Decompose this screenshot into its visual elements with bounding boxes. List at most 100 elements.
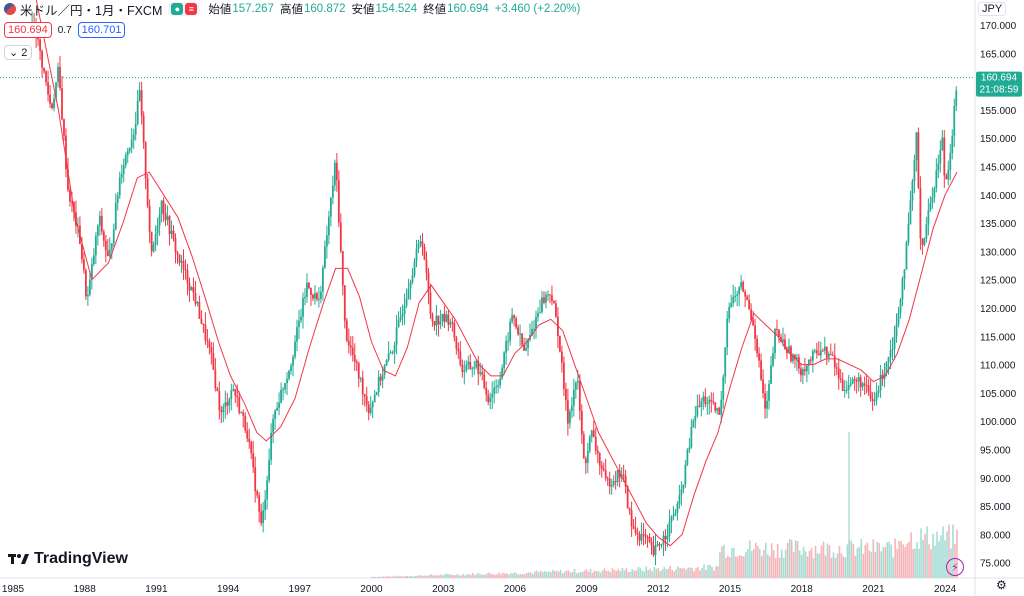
- volume-bar: [926, 526, 928, 578]
- candle-body: [399, 317, 402, 320]
- candle-body: [172, 230, 175, 239]
- candle-body: [718, 408, 721, 415]
- volume-bar: [717, 566, 719, 578]
- symbol-title[interactable]: 米ドル／円・1月・FXCM: [20, 3, 163, 18]
- volume-bar: [677, 566, 679, 578]
- volume-bar: [804, 551, 807, 578]
- volume-bar: [784, 549, 787, 578]
- candle-body: [636, 532, 639, 535]
- candle-body: [865, 385, 868, 387]
- candle-body: [461, 364, 464, 373]
- candle-body: [37, 37, 39, 40]
- candle-body: [933, 188, 936, 198]
- candle-body: [447, 314, 450, 325]
- volume-bar: [462, 574, 464, 578]
- candle-body: [561, 351, 563, 363]
- high-label: 高値: [279, 4, 303, 16]
- volume-bar: [768, 556, 771, 578]
- volume-bar: [946, 531, 948, 578]
- volume-bar: [880, 551, 883, 578]
- volume-bar: [388, 576, 391, 578]
- candle-body: [443, 313, 446, 322]
- volume-bar: [858, 546, 861, 578]
- volume-bar: [553, 571, 556, 578]
- volume-bar: [727, 555, 729, 578]
- volume-bar: [496, 574, 498, 578]
- low-value: 154.524: [375, 3, 418, 15]
- volume-bar: [836, 553, 839, 578]
- volume-bar: [617, 568, 620, 578]
- volume-bar: [446, 573, 448, 578]
- candle-body: [891, 349, 894, 351]
- candle-body: [953, 106, 956, 136]
- candle-body: [294, 341, 296, 357]
- candle-body: [274, 410, 277, 419]
- candle-body: [537, 313, 539, 317]
- candle-body: [445, 314, 448, 322]
- buy-button[interactable]: 160.701: [77, 22, 126, 38]
- candle-body: [98, 215, 101, 226]
- volume-bar: [623, 570, 626, 578]
- candle-body: [182, 260, 185, 270]
- candle-body: [654, 545, 657, 556]
- candle-body: [549, 294, 551, 296]
- x-tick-label: 2012: [647, 584, 670, 595]
- currency-label[interactable]: JPY: [978, 2, 1007, 16]
- candle-body: [134, 124, 137, 135]
- candle-body: [96, 225, 99, 236]
- candle-body: [477, 360, 480, 374]
- volume-bar: [504, 573, 506, 578]
- candle-body: [188, 283, 191, 291]
- volume-bar: [685, 569, 687, 578]
- volume-bar: [770, 543, 773, 578]
- candle-body: [244, 415, 247, 431]
- candle-body: [740, 282, 743, 288]
- candle-body: [911, 180, 914, 201]
- candle-body: [879, 374, 882, 391]
- candle-body: [331, 185, 334, 198]
- candle-body: [612, 481, 615, 485]
- y-tick-label: 80.000: [980, 530, 1011, 541]
- candle-body: [837, 368, 840, 379]
- candle-body: [539, 311, 541, 314]
- candle-body: [431, 313, 434, 322]
- volume-bar: [486, 573, 488, 578]
- volume-bar: [697, 566, 699, 578]
- volume-bar: [902, 544, 904, 578]
- candle-body: [883, 372, 886, 379]
- candle-body: [325, 235, 328, 247]
- close-value: 160.694: [447, 3, 489, 15]
- candle-body: [817, 353, 820, 356]
- candle-body: [889, 350, 892, 358]
- candle-body: [463, 370, 466, 373]
- volume-bar: [384, 576, 387, 578]
- candle-body: [304, 296, 306, 299]
- menu-icon[interactable]: ≡: [185, 3, 198, 15]
- candle-body: [337, 180, 340, 223]
- gear-icon[interactable]: ⚙: [996, 578, 1007, 592]
- status-pill[interactable]: ● ≡: [168, 2, 201, 16]
- candle-body: [833, 355, 836, 368]
- volume-bar: [458, 574, 460, 578]
- volume-bar: [625, 568, 628, 578]
- candle-body: [951, 135, 954, 154]
- indicators-toggle[interactable]: ⌄ 2: [4, 45, 33, 60]
- chevron-down-icon: ⌄: [9, 47, 19, 59]
- volume-bar: [832, 552, 835, 578]
- candle-body: [449, 322, 452, 325]
- volume-bar: [669, 566, 671, 578]
- candle-body: [41, 51, 43, 68]
- volume-bar: [432, 575, 434, 578]
- volume-bar: [633, 570, 636, 578]
- lightning-icon[interactable]: ⚡: [946, 558, 964, 576]
- candle-body: [742, 282, 745, 292]
- candle-body: [200, 318, 203, 324]
- volume-bar: [743, 556, 745, 578]
- volume-bar: [910, 532, 912, 578]
- volume-bar: [709, 564, 711, 578]
- candle-body: [720, 399, 723, 415]
- candle-body: [383, 365, 386, 375]
- sell-button[interactable]: 160.694: [4, 22, 52, 38]
- last-price-value: 160.694: [981, 73, 1018, 84]
